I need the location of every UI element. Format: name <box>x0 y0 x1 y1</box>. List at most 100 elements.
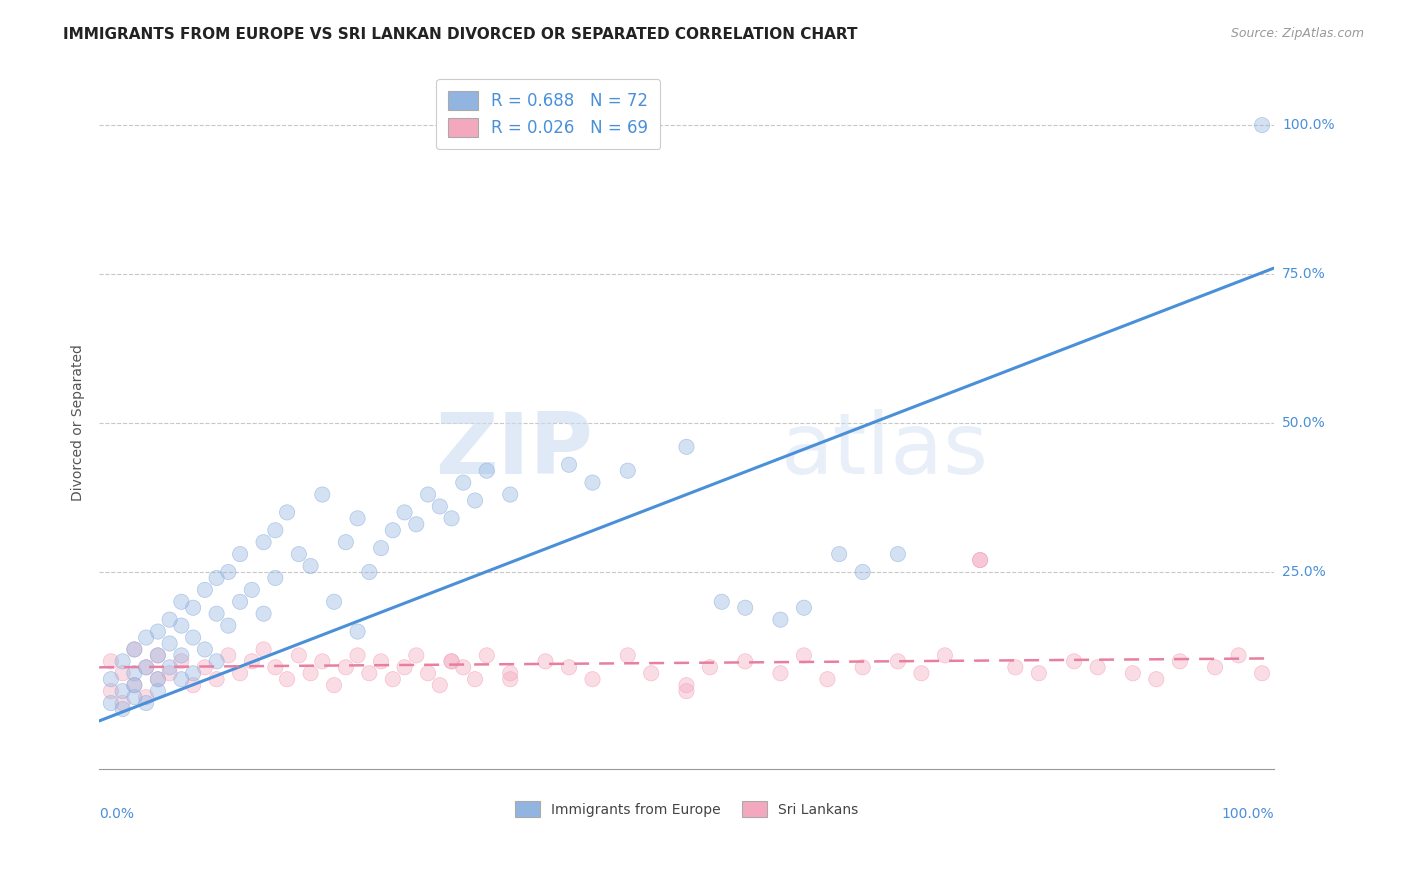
Point <box>852 660 875 674</box>
Point <box>288 648 311 663</box>
Point <box>429 678 451 692</box>
Point <box>276 672 298 686</box>
Point <box>100 672 122 686</box>
Point <box>793 648 815 663</box>
Point <box>464 672 486 686</box>
Point <box>159 613 181 627</box>
Point <box>135 696 157 710</box>
Point <box>581 672 603 686</box>
Point <box>1087 660 1109 674</box>
Point <box>910 666 932 681</box>
Point <box>181 678 204 692</box>
Text: 0.0%: 0.0% <box>100 806 134 821</box>
Point <box>124 642 146 657</box>
Text: 100.0%: 100.0% <box>1282 118 1334 132</box>
Point <box>969 553 991 567</box>
Point <box>229 547 252 561</box>
Point <box>675 440 697 454</box>
Point <box>159 613 181 627</box>
Point <box>100 684 122 698</box>
Point <box>170 595 193 609</box>
Point <box>381 672 404 686</box>
Point <box>475 648 498 663</box>
Point <box>124 690 146 705</box>
Text: IMMIGRANTS FROM EUROPE VS SRI LANKAN DIVORCED OR SEPARATED CORRELATION CHART: IMMIGRANTS FROM EUROPE VS SRI LANKAN DIV… <box>63 27 858 42</box>
Point <box>146 672 169 686</box>
Point <box>734 654 756 668</box>
Point <box>346 648 368 663</box>
Text: 50.0%: 50.0% <box>1282 416 1326 430</box>
Point <box>1227 648 1250 663</box>
Point <box>217 618 239 632</box>
Point <box>416 487 439 501</box>
Point <box>194 660 217 674</box>
Point <box>1122 666 1144 681</box>
Point <box>359 666 381 681</box>
Point <box>475 464 498 478</box>
Point <box>429 678 451 692</box>
Point <box>205 571 228 585</box>
Point <box>359 565 381 579</box>
Point <box>394 660 416 674</box>
Point <box>146 648 169 663</box>
Point <box>276 505 298 519</box>
Point <box>276 505 298 519</box>
Point <box>159 660 181 674</box>
Point <box>1251 118 1274 132</box>
Point <box>499 672 522 686</box>
Point <box>887 654 910 668</box>
Point <box>240 582 263 597</box>
Point <box>252 607 274 621</box>
Point <box>146 684 169 698</box>
Point <box>453 660 475 674</box>
Point <box>769 613 792 627</box>
Point <box>793 648 815 663</box>
Point <box>887 547 910 561</box>
Point <box>146 648 169 663</box>
Point <box>217 565 239 579</box>
Point <box>558 660 581 674</box>
Point <box>769 666 792 681</box>
Text: 100.0%: 100.0% <box>1222 806 1274 821</box>
Point <box>464 493 486 508</box>
Point <box>217 565 239 579</box>
Point <box>159 666 181 681</box>
Point <box>1063 654 1085 668</box>
Point <box>111 684 134 698</box>
Point <box>252 642 274 657</box>
Point <box>1004 660 1026 674</box>
Point <box>346 648 368 663</box>
Point <box>217 648 239 663</box>
Point <box>194 582 217 597</box>
Point <box>429 500 451 514</box>
Point <box>394 505 416 519</box>
Point <box>405 517 427 532</box>
Point <box>124 642 146 657</box>
Point <box>616 648 638 663</box>
Point <box>440 654 463 668</box>
Point <box>323 678 346 692</box>
Y-axis label: Divorced or Separated: Divorced or Separated <box>72 344 86 501</box>
Legend: Immigrants from Europe, Sri Lankans: Immigrants from Europe, Sri Lankans <box>508 794 865 824</box>
Point <box>887 654 910 668</box>
Point <box>170 672 193 686</box>
Point <box>194 660 217 674</box>
Point <box>252 642 274 657</box>
Point <box>1204 660 1226 674</box>
Point <box>124 642 146 657</box>
Point <box>159 666 181 681</box>
Point <box>146 648 169 663</box>
Point <box>558 458 581 472</box>
Point <box>135 631 157 645</box>
Point <box>969 553 991 567</box>
Point <box>394 660 416 674</box>
Point <box>793 600 815 615</box>
Point <box>205 654 228 668</box>
Point <box>146 672 169 686</box>
Point <box>264 660 287 674</box>
Point <box>1168 654 1191 668</box>
Point <box>288 547 311 561</box>
Point <box>181 600 204 615</box>
Point <box>581 672 603 686</box>
Point <box>346 511 368 525</box>
